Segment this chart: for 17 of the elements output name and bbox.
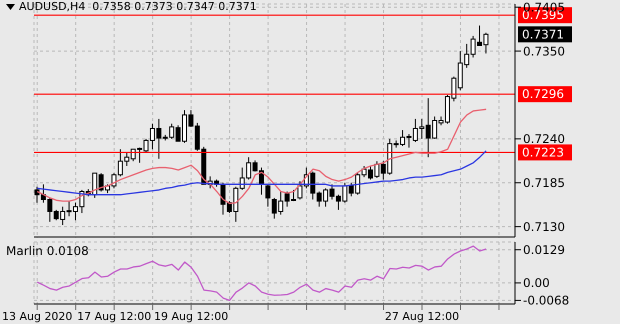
y-tick-label: 0.7350 [523, 44, 565, 58]
y-tick-label: 0.7185 [523, 176, 565, 190]
y-tick-label: 0.00 [523, 276, 550, 290]
x-tick-label: 13 Aug 2020 [2, 310, 72, 323]
x-tick-label: 17 Aug 12:00 [77, 310, 152, 323]
y-tick-label: 0.0129 [523, 242, 565, 257]
y-tick-label: 0.7130 [523, 220, 565, 234]
text: 0.7371 [522, 27, 564, 42]
y-tick-label: 0.7240 [523, 132, 565, 146]
ref-line-label: 0.7223 [522, 145, 564, 160]
x-tick-label: 19 Aug 12:00 [154, 310, 228, 323]
chart-title: AUDUSD,H4 0.7358 0.7373 0.7347 0.7371 [19, 0, 257, 13]
ref-line-label: 0.7296 [522, 87, 564, 102]
x-tick-label: 27 Aug 12:00 [384, 310, 460, 323]
chart-title: Marlin 0.0108 [6, 244, 89, 258]
y-tick-label: -0.0068 [523, 294, 570, 308]
candlestick [265, 184, 270, 208]
